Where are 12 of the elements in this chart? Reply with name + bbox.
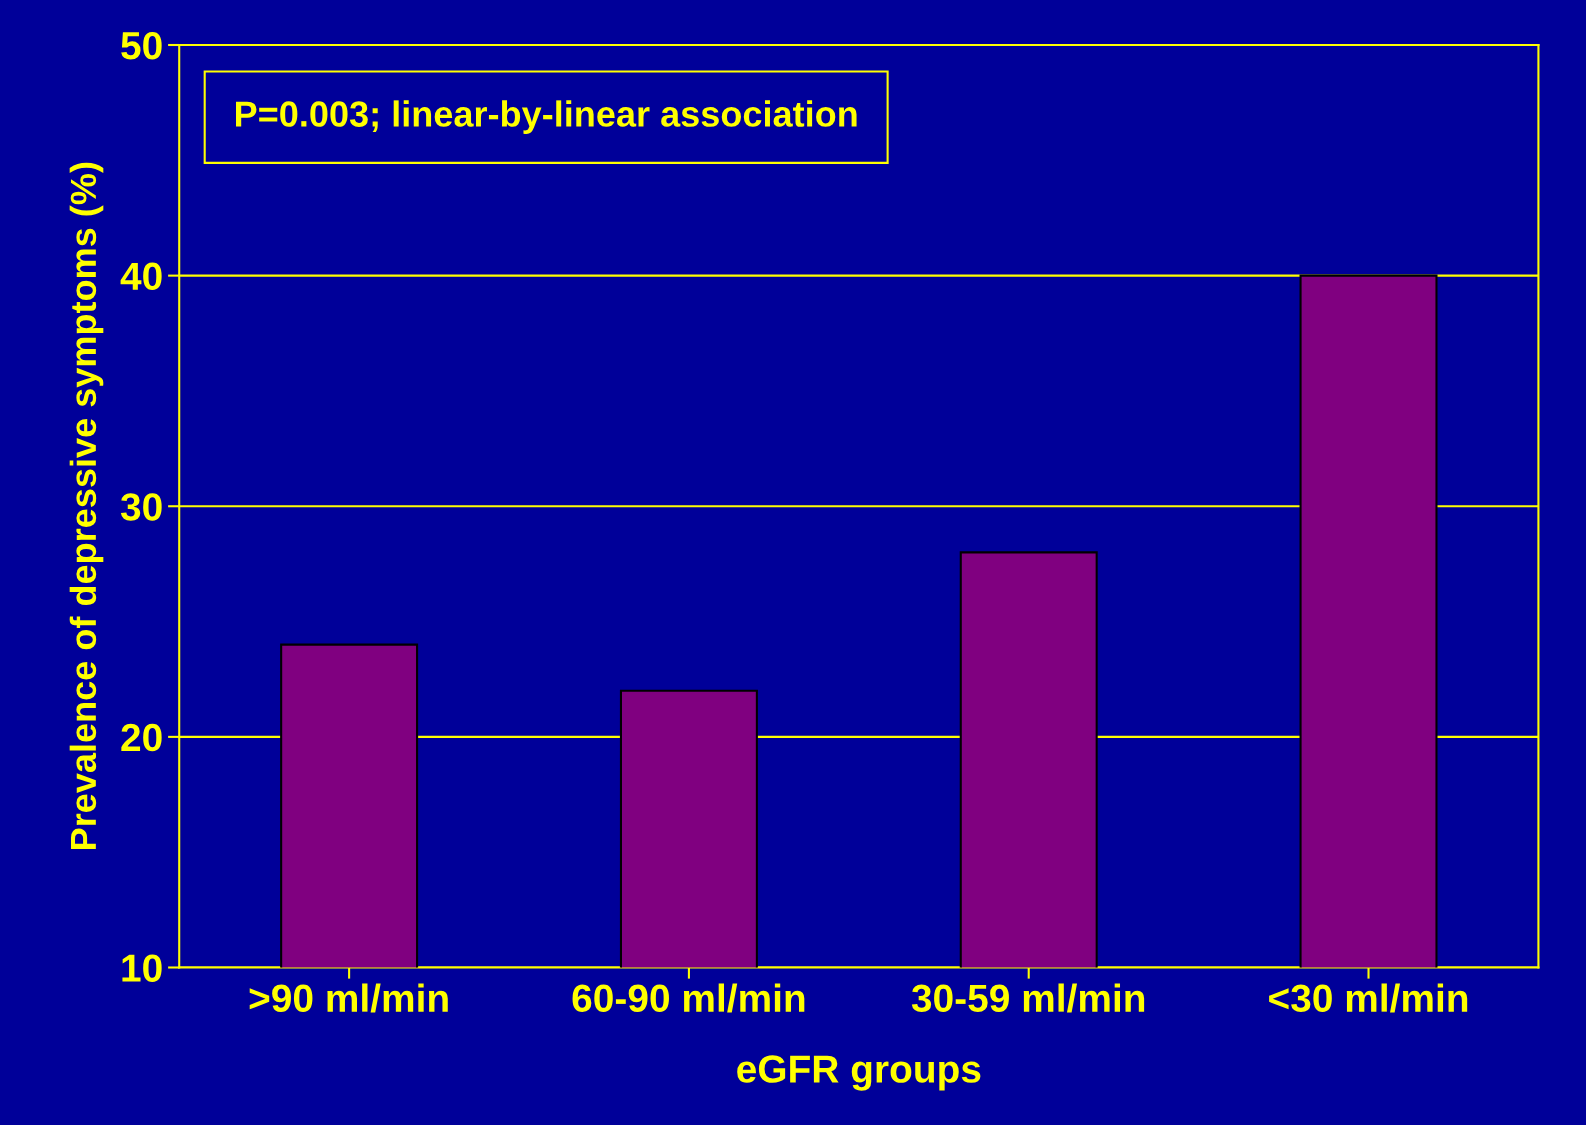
y-tick-label: 30: [120, 493, 162, 521]
y-tick-label: 50: [121, 31, 162, 60]
x-axis-title: eGFR groups: [737, 1055, 981, 1091]
x-tick-label: >90 ml/min: [249, 983, 448, 1013]
x-tick-label: 30-59 ml/min: [911, 983, 1145, 1013]
x-tick-label: 60-90 ml/min: [572, 983, 805, 1013]
y-tick-label: 10: [122, 954, 162, 982]
annotation: P=0.003; linear-by-linear association: [236, 100, 857, 135]
y-axis-title: Prevalence of depressive symptoms (%): [69, 162, 104, 850]
y-tick-label: 40: [120, 262, 162, 291]
y-tick-label: 20: [121, 723, 162, 752]
x-tick-label: <30 ml/min: [1269, 983, 1468, 1013]
